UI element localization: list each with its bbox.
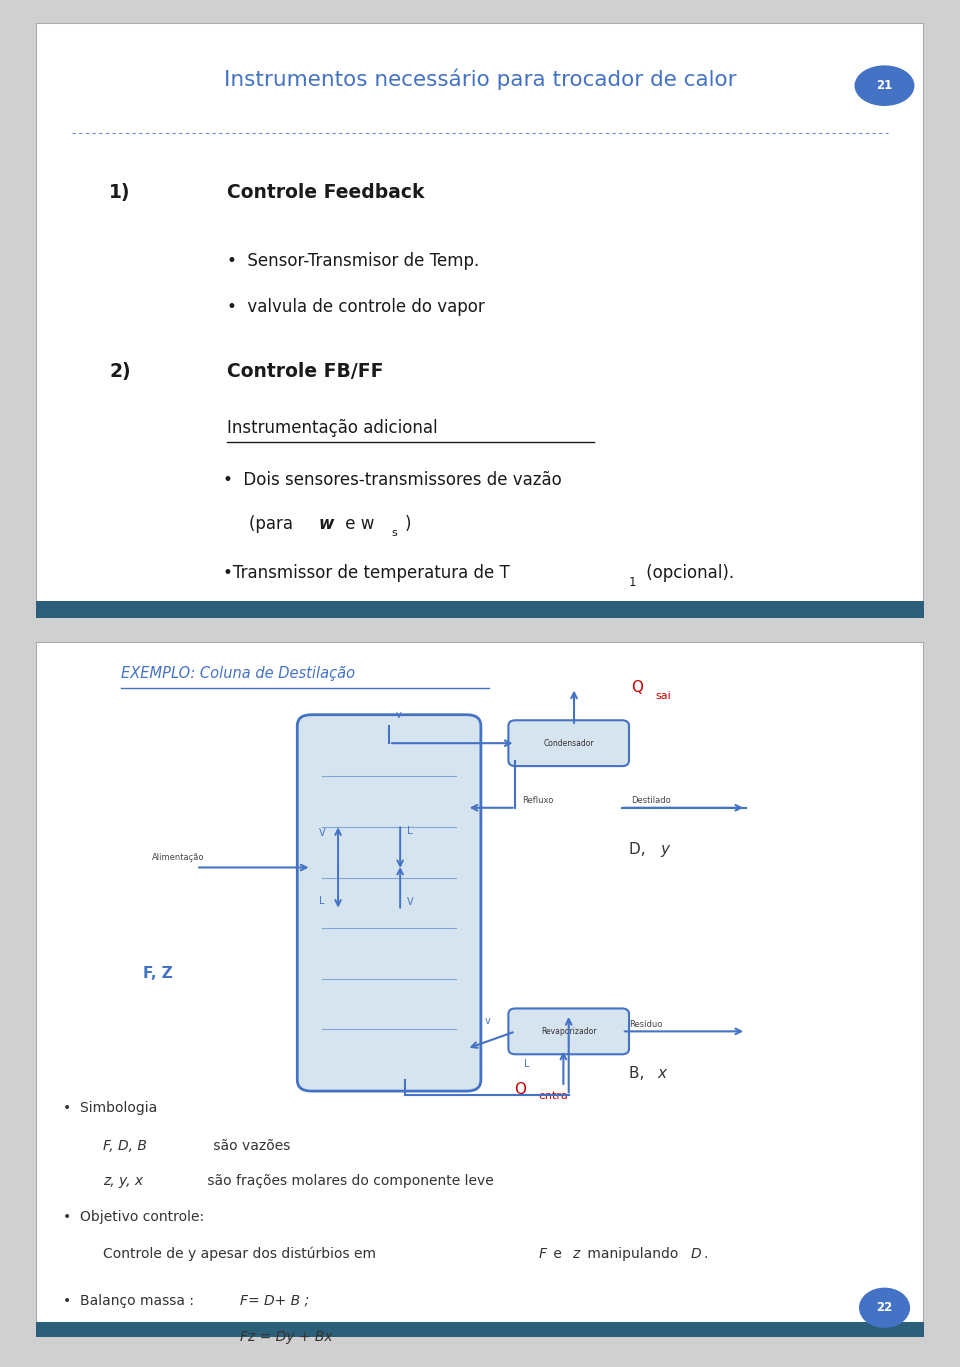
Text: 1: 1: [629, 576, 636, 589]
Text: L: L: [524, 1059, 530, 1069]
Text: (para: (para: [250, 515, 299, 533]
Text: 21: 21: [876, 79, 893, 92]
Text: B,: B,: [629, 1065, 649, 1080]
Text: F= D+ B ;: F= D+ B ;: [241, 1293, 310, 1308]
Text: 22: 22: [876, 1301, 893, 1314]
Text: sai: sai: [656, 690, 671, 701]
Text: (opcional).: (opcional).: [641, 565, 734, 582]
Circle shape: [859, 1288, 909, 1327]
Text: Destilado: Destilado: [631, 797, 670, 805]
FancyBboxPatch shape: [36, 601, 924, 618]
Text: Controle de y apesar dos distúrbios em: Controle de y apesar dos distúrbios em: [103, 1247, 380, 1260]
Text: x: x: [658, 1065, 666, 1080]
Text: •  Objetivo controle:: • Objetivo controle:: [63, 1211, 204, 1225]
Circle shape: [855, 66, 914, 105]
FancyBboxPatch shape: [36, 23, 924, 618]
Text: Alimentação: Alimentação: [152, 853, 204, 863]
Text: Controle Feedback: Controle Feedback: [228, 183, 424, 202]
Text: Condensador: Condensador: [543, 738, 594, 748]
Text: w: w: [319, 515, 334, 533]
Text: Q: Q: [514, 1081, 526, 1096]
Text: V: V: [319, 828, 325, 838]
FancyBboxPatch shape: [36, 642, 924, 1337]
Text: •  valvula de controle do vapor: • valvula de controle do vapor: [228, 298, 485, 317]
Text: •  Balanço massa :: • Balanço massa :: [63, 1293, 194, 1308]
Text: v: v: [396, 711, 402, 720]
Text: 1): 1): [109, 183, 131, 202]
FancyBboxPatch shape: [36, 1322, 924, 1337]
Text: EXEMPLO: Coluna de Destilação: EXEMPLO: Coluna de Destilação: [121, 666, 355, 681]
Text: são frações molares do componente leve: são frações molares do componente leve: [204, 1174, 494, 1188]
Text: entra: entra: [539, 1091, 568, 1100]
Text: Fz = Dy + Bx: Fz = Dy + Bx: [241, 1330, 333, 1344]
Text: •  Sensor-Transmisor de Temp.: • Sensor-Transmisor de Temp.: [228, 252, 479, 271]
Text: F: F: [539, 1247, 546, 1260]
Text: D,: D,: [629, 842, 651, 857]
Text: s: s: [392, 528, 397, 537]
Text: L: L: [407, 827, 413, 837]
Text: z: z: [572, 1247, 580, 1260]
Text: ): ): [404, 515, 411, 533]
Text: Instrumentos necessário para trocador de calor: Instrumentos necessário para trocador de…: [224, 68, 736, 90]
Text: V: V: [407, 897, 414, 908]
FancyBboxPatch shape: [509, 1009, 629, 1054]
Text: manipulando: manipulando: [583, 1247, 683, 1260]
FancyBboxPatch shape: [509, 720, 629, 766]
Text: F, D, B: F, D, B: [103, 1139, 147, 1152]
Text: .: .: [704, 1247, 708, 1260]
Text: z, y, x: z, y, x: [103, 1174, 143, 1188]
Text: Refluxo: Refluxo: [522, 797, 554, 805]
Text: e: e: [549, 1247, 566, 1260]
Text: y: y: [660, 842, 669, 857]
Text: são vazões: são vazões: [209, 1139, 291, 1152]
Text: Q: Q: [631, 681, 643, 696]
FancyBboxPatch shape: [298, 715, 481, 1091]
Text: 2): 2): [109, 362, 131, 380]
Text: L: L: [319, 895, 324, 906]
Text: Instrumentação adicional: Instrumentação adicional: [228, 418, 438, 436]
Text: •Transmissor de temperatura de T: •Transmissor de temperatura de T: [223, 565, 510, 582]
Text: D: D: [691, 1247, 702, 1260]
Text: Revaporizador: Revaporizador: [540, 1027, 596, 1036]
Text: Controle FB/FF: Controle FB/FF: [228, 362, 384, 380]
Text: F, Z: F, Z: [143, 966, 173, 982]
Text: e w: e w: [340, 515, 374, 533]
Text: •  Simbologia: • Simbologia: [63, 1100, 157, 1114]
Text: Resíduo: Resíduo: [629, 1020, 662, 1029]
Text: v: v: [485, 1016, 491, 1027]
Text: •  Dois sensores-transmissores de vazão: • Dois sensores-transmissores de vazão: [223, 470, 562, 489]
